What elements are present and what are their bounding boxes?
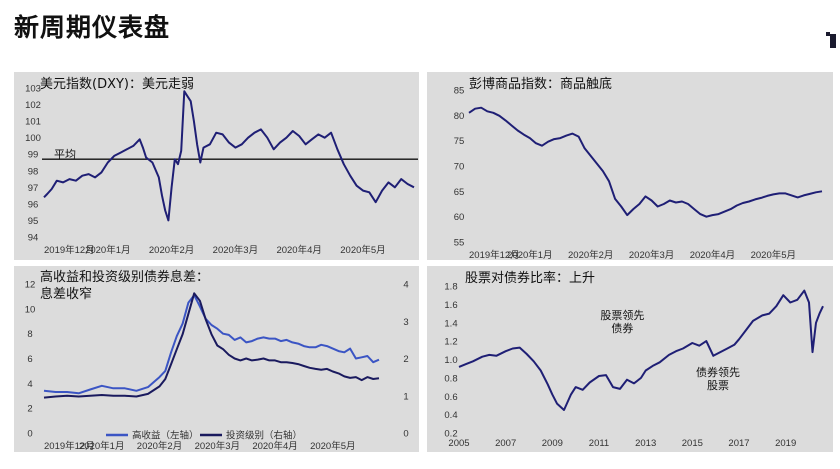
y-tick-label: 1.8 [444,282,457,293]
series-line [43,294,380,395]
y-right-tick-label: 1 [403,391,408,402]
y-left-tick-label: 2 [27,404,32,415]
average-line-label: 平均 [54,148,76,161]
x-tick-label: 2020年3月 [213,244,258,256]
x-tick-label: 2020年2月 [149,244,194,256]
x-tick-label: 2009 [542,438,563,449]
x-tick-label: 2005 [448,438,469,449]
series-line [468,106,823,218]
y-tick-label: 80 [454,111,465,122]
x-tick-label: 2020年3月 [195,440,240,452]
x-tick-label: 2020年4月 [276,244,321,256]
chart-annotation: 股票 [707,379,729,392]
y-left-tick-label: 6 [27,354,32,365]
x-tick-label: 2020年5月 [310,440,355,452]
y-right-tick-label: 4 [403,280,408,291]
chart-annotation: 股票领先 [600,309,644,322]
y-tick-label: 94 [28,233,39,244]
legend-label: 高收益（左轴） [132,430,199,442]
y-tick-label: 101 [25,117,41,128]
x-tick-label: 2020年1月 [79,440,124,452]
credit-spread-chart-title: 高收益和投资级别债券息差： 息差收窄 [40,269,209,303]
y-left-tick-label: 10 [25,304,36,315]
corner-logo-fragment [826,32,836,48]
y-left-tick-label: 12 [25,280,36,291]
y-tick-label: 103 [25,84,41,95]
y-tick-label: 97 [28,183,39,194]
y-tick-label: 70 [454,162,465,173]
series-line [43,90,415,222]
x-tick-label: 2019 [775,438,796,449]
x-tick-label: 2011 [589,438,609,449]
y-tick-label: 1.2 [444,337,457,348]
y-tick-label: 1.0 [444,355,457,366]
credit-spread-title-line2: 息差收窄 [40,287,93,302]
y-tick-label: 65 [454,187,465,198]
y-tick-label: 100 [25,133,41,144]
x-tick-label: 2020年2月 [137,440,182,452]
y-tick-label: 55 [454,238,465,249]
x-tick-label: 2013 [635,438,656,449]
y-tick-label: 75 [454,136,465,147]
commodity-chart-title: 彭博商品指数：商品触底 [469,77,613,92]
y-tick-label: 99 [28,150,39,161]
stock-bond-ratio-chart: 0.2 0.4 0.6 0.8 1.0 1.2 1.4 1.6 1.8 2005 2007 2009 2… [444,282,824,449]
y-tick-label: 95 [28,216,39,227]
x-tick-label: 2019年12月 [44,440,95,452]
series-line [43,292,380,399]
x-tick-label: 2020年4月 [252,440,297,452]
y-tick-label: 1.4 [444,318,457,329]
y-tick-label: 60 [454,212,465,223]
y-left-tick-label: 0 [27,429,32,440]
x-tick-label: 2020年5月 [340,244,385,256]
dxy-chart-title: 美元指数(DXY)：美元走弱 [40,77,195,92]
stock-bond-ratio-chart-title: 股票对债券比率：上升 [465,271,596,286]
x-tick-label: 2020年3月 [629,249,674,261]
page-title: 新周期仪表盘 [14,13,171,42]
legend-label: 投资级别（右轴） [226,430,302,442]
chart-annotation: 债券 [611,321,633,335]
y-tick-label: 1.6 [444,300,457,311]
credit-spread-chart-panel: 0 2 4 6 8 10 12 0 1 2 3 4 2019年12月 2020年1月 2020年2月 2020… [14,266,419,452]
y-tick-label: 98 [28,166,39,177]
dxy-chart-panel: 94 95 96 97 98 99 100 101 102 103 2019年12月 2020年1月 2… [14,72,419,260]
y-tick-label: 85 [454,86,465,97]
x-tick-label: 2015 [682,438,703,449]
x-tick-label: 2007 [495,438,516,449]
series-line [458,289,824,411]
stock-bond-ratio-chart-panel: 0.2 0.4 0.6 0.8 1.0 1.2 1.4 1.6 1.8 2005 2007 2009 2… [427,266,833,452]
y-tick-label: 96 [28,199,39,210]
credit-spread-title-line1: 高收益和投资级别债券息差： [40,270,210,285]
y-right-tick-label: 3 [403,317,408,328]
y-tick-label: 0.8 [444,373,457,384]
commodity-chart-panel: 55 60 65 70 75 80 85 2019年12月 2020年1月 2020年2月 2020… [427,72,833,261]
x-tick-label: 2020年1月 [85,244,130,256]
y-tick-label: 0.4 [444,410,457,421]
y-tick-label: 102 [25,100,41,111]
chart-annotation: 债券领先 [696,365,740,379]
y-tick-label: 0.2 [444,429,457,440]
y-tick-label: 0.6 [444,392,457,403]
y-right-tick-label: 2 [403,354,408,365]
x-tick-label: 2017 [728,438,749,449]
y-left-tick-label: 4 [27,379,32,390]
x-tick-label: 2019年12月 [44,244,95,256]
x-tick-label: 2019年12月 [469,249,520,261]
x-tick-label: 2020年1月 [507,249,552,261]
y-right-tick-label: 0 [403,429,408,440]
x-tick-label: 2020年5月 [751,249,796,261]
x-tick-label: 2020年2月 [568,249,613,261]
x-tick-label: 2020年4月 [690,249,735,261]
y-left-tick-label: 8 [27,329,32,340]
